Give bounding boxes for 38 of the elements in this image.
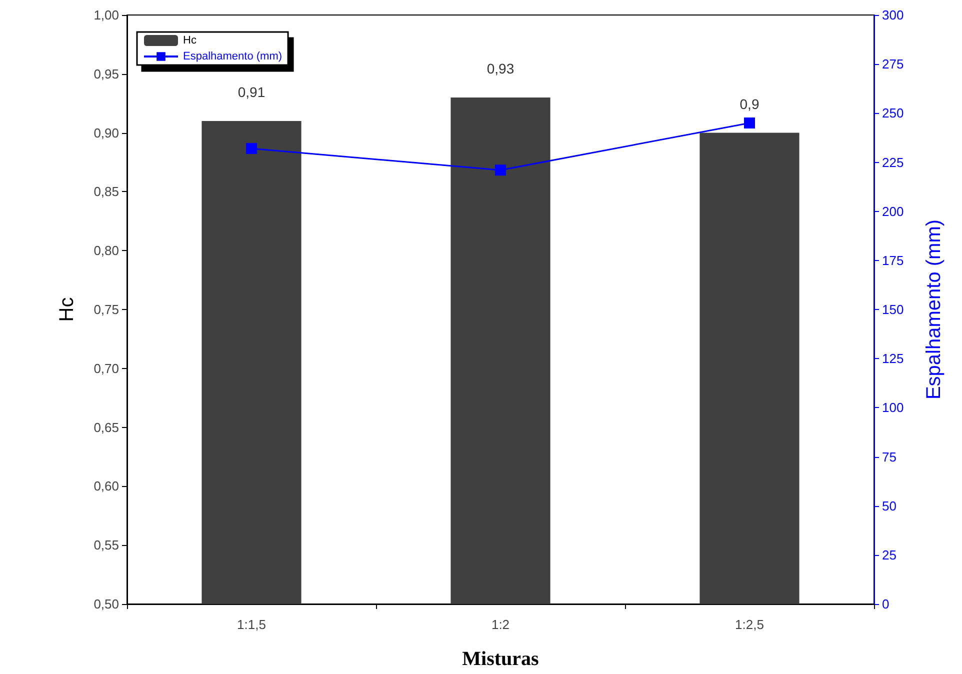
- y2-tick-label: 125: [882, 351, 904, 366]
- y2-tick-label: 150: [882, 302, 904, 317]
- point: [246, 143, 257, 154]
- y-tick-label: 0,85: [94, 184, 119, 200]
- y2-axis-title: Espalhamento (mm): [923, 219, 945, 400]
- y2-tick-label: 300: [882, 8, 904, 22]
- legend-label: Hc: [183, 34, 197, 46]
- data-label: 0,9: [740, 96, 760, 112]
- y2-tick-label: 75: [882, 449, 896, 464]
- data-label: 0,91: [238, 84, 266, 100]
- y-tick-label: 0,60: [94, 478, 119, 494]
- y-tick-label: 0,75: [94, 302, 119, 317]
- y-tick-label: 0,70: [94, 360, 119, 376]
- y-tick-label: 0,80: [94, 243, 119, 258]
- y2-tick-label: 225: [882, 154, 904, 170]
- y2-tick-label: 100: [882, 400, 904, 416]
- y-tick-label: 1,00: [94, 8, 119, 22]
- data-label: 0,93: [486, 60, 514, 76]
- x-axis-title: Misturas: [462, 648, 540, 670]
- y2-tick-label: 175: [882, 252, 904, 268]
- y-tick-label: 0,50: [94, 596, 119, 612]
- y2-tick-label: 275: [882, 56, 904, 72]
- y2-tick-label: 0: [882, 596, 890, 612]
- y-tick-label: 0,90: [94, 125, 119, 140]
- y2-tick-label: 25: [882, 547, 896, 562]
- point: [744, 117, 755, 128]
- x-tick-label: 1:2: [491, 617, 510, 632]
- y2-tick-label: 200: [882, 204, 904, 219]
- y-axis-title: Hc: [56, 297, 78, 322]
- x-tick-label: 1:2,5: [735, 617, 764, 632]
- y-tick-label: 0,95: [94, 66, 119, 82]
- y-tick-label: 0,55: [94, 538, 119, 553]
- x-tick-label: 1:1,5: [237, 617, 266, 632]
- y2-tick-label: 250: [882, 106, 904, 121]
- point: [495, 164, 506, 176]
- y-tick-label: 0,65: [94, 420, 119, 435]
- y2-tick-label: 50: [882, 498, 896, 514]
- legend-label: Espalhamento (mm): [183, 50, 282, 62]
